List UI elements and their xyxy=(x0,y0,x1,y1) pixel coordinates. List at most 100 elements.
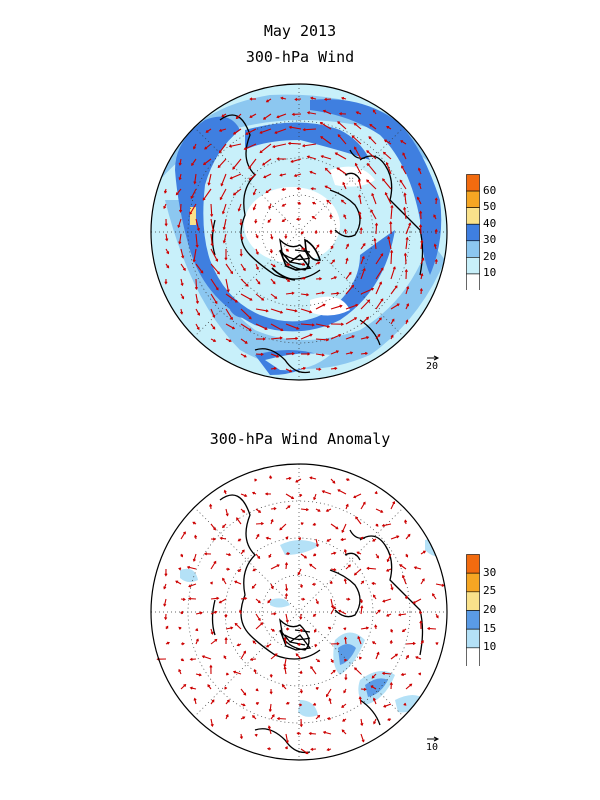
wind-vector xyxy=(345,564,351,570)
wind-vector-head xyxy=(288,476,292,480)
reference-vector-bottom: 10 xyxy=(426,736,440,753)
wind-vector xyxy=(338,610,347,615)
wind-vector xyxy=(177,218,182,228)
wind-vector-head xyxy=(259,130,263,134)
wind-vector xyxy=(357,636,362,645)
wind-vector-head xyxy=(255,251,259,255)
wind-vector-head xyxy=(225,513,229,517)
wind-vector-head xyxy=(228,144,232,148)
wind-vector xyxy=(255,278,261,285)
wind-vector xyxy=(310,666,317,675)
wind-vector xyxy=(387,553,392,562)
wind-vector-head xyxy=(285,536,289,540)
graticule xyxy=(151,84,447,380)
wind-vector-head xyxy=(305,751,309,755)
wind-vector-head xyxy=(286,701,290,705)
wind-speed-field xyxy=(151,84,447,380)
wind-vector-head xyxy=(309,310,313,314)
wind-vector-head xyxy=(238,609,242,613)
wind-vector xyxy=(405,642,416,645)
wind-vector-head xyxy=(371,641,375,645)
wind-vector-head xyxy=(310,96,314,100)
wind-vector xyxy=(193,248,197,262)
wind-vector xyxy=(240,263,246,271)
wind-vector-head xyxy=(307,352,311,356)
wind-vector xyxy=(270,337,282,340)
wind-vector xyxy=(337,121,347,130)
wind-vector-head xyxy=(314,644,318,648)
wind-vector xyxy=(337,134,347,145)
wind-vector-head xyxy=(348,564,352,568)
wind-vector xyxy=(233,188,242,196)
wind-vector-head xyxy=(353,495,357,499)
wind-vector-head xyxy=(209,581,213,585)
wind-vector xyxy=(191,158,197,166)
wind-vector xyxy=(358,195,362,205)
wind-vector-head xyxy=(276,564,280,568)
wind-vector-head xyxy=(257,618,261,622)
wind-vector-head xyxy=(423,550,426,554)
wind-speed-colorbar-label: 30 xyxy=(483,233,497,247)
wind-vector-head xyxy=(387,717,391,721)
wind-vector-head xyxy=(245,132,249,135)
wind-vector-head xyxy=(193,697,197,701)
wind-vector-head xyxy=(353,667,357,671)
wind-vector-head xyxy=(300,231,304,235)
wind-vector-head xyxy=(288,125,292,129)
wind-vector-head xyxy=(257,556,261,560)
wind-vector xyxy=(345,335,355,340)
wind-vectors xyxy=(163,96,438,373)
wind-vector-head xyxy=(402,152,406,156)
wind-vector-head xyxy=(271,714,275,718)
wind-vector-head xyxy=(321,291,325,295)
wind-vector-head xyxy=(239,253,243,257)
wind-vector-head xyxy=(299,493,303,498)
wind-vector-head xyxy=(181,658,185,662)
wind-vector xyxy=(195,263,204,274)
wind-vector-head xyxy=(191,163,194,166)
wind-vector-head xyxy=(262,337,266,341)
wind-vector-head xyxy=(270,586,274,590)
wind-vector-head xyxy=(178,626,182,630)
wind-vector xyxy=(360,606,363,615)
reference-vector-top: 20 xyxy=(426,355,440,372)
wind-vector-head xyxy=(316,244,320,248)
wind-vector xyxy=(323,110,332,115)
wind-vector xyxy=(294,173,302,177)
wind-vector xyxy=(345,317,357,325)
wind-vector-head xyxy=(329,580,333,584)
wind-vector-head xyxy=(281,187,285,191)
wind-vector-head xyxy=(274,653,278,657)
wind-vector-head xyxy=(252,207,256,211)
wind-vector-head xyxy=(283,666,287,670)
colorbar-swatch xyxy=(466,647,480,666)
wind-vector xyxy=(289,126,302,130)
wind-vector xyxy=(419,225,422,235)
wind-vector-head xyxy=(193,181,197,185)
wind-vector xyxy=(285,323,299,330)
wind-vector-head xyxy=(366,566,370,570)
wind-vector-head xyxy=(232,670,237,674)
wind-vector-head xyxy=(276,716,280,721)
wind-speed-colorbar-label: 10 xyxy=(483,266,497,280)
wind-vector xyxy=(302,143,317,147)
wind-vector-head xyxy=(299,629,303,633)
wind-vector-head xyxy=(265,99,269,103)
wind-vector xyxy=(285,368,292,373)
wind-vector-head xyxy=(322,109,326,113)
wind-vector-head xyxy=(345,257,349,261)
wind-vector-head xyxy=(262,116,266,120)
wind-vector-head xyxy=(404,268,408,273)
wind-vector-head xyxy=(434,228,438,232)
wind-vector-head xyxy=(178,241,182,245)
wind-vector-head xyxy=(273,366,278,370)
wind-speed-colorbar-label: 60 xyxy=(483,183,497,197)
wind-vector-head xyxy=(188,584,192,588)
wind-vector-head xyxy=(434,197,438,201)
wind-vector-head xyxy=(400,140,404,143)
wind-vector-head xyxy=(234,299,238,303)
wind-vector-head xyxy=(249,297,253,301)
anomaly-map-boundary xyxy=(150,463,448,761)
wind-vector-head xyxy=(195,628,199,632)
wind-vector xyxy=(175,580,182,585)
